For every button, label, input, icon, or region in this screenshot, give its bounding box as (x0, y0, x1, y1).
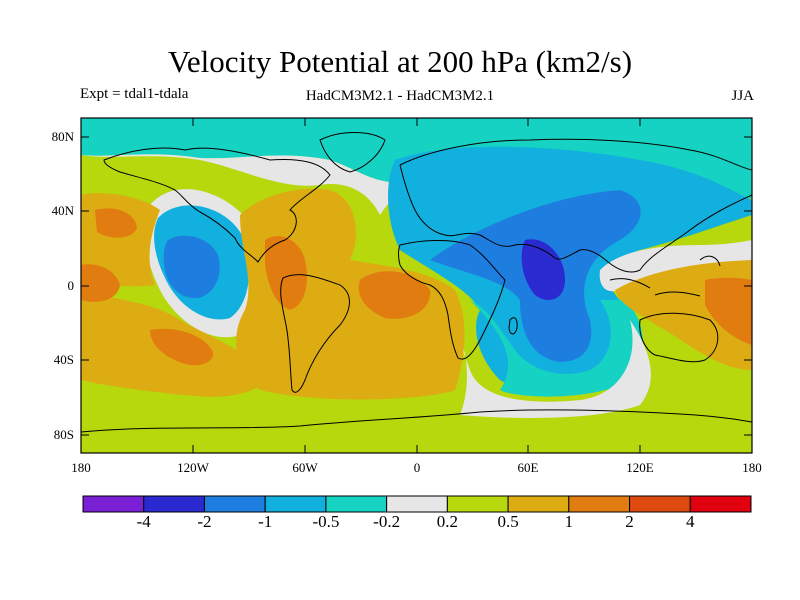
colorbar-tick-label: -4 (136, 512, 151, 531)
lon-label-120e: 120E (626, 460, 654, 475)
colorbar-swatch (689, 495, 752, 513)
colorbar-swatch (264, 495, 327, 513)
field-tatlantic-strong (358, 271, 431, 319)
colorbar-tick-label: -0.2 (373, 512, 401, 531)
colorbar-tick-label: 4 (686, 512, 695, 531)
field-south-green (81, 380, 470, 453)
colorbar (82, 495, 752, 513)
experiment-label: Expt = tdal1-tdala (80, 86, 189, 102)
south-america-coast (280, 274, 350, 393)
antarctica-coast (81, 409, 752, 433)
coastlines (81, 132, 752, 433)
lat-label-80n: 80N (51, 129, 74, 144)
lon-label-180w: 180 (71, 460, 91, 475)
field-camerica-strong (265, 236, 307, 310)
colorbar-swatch (143, 495, 205, 513)
lon-label-60e: 60E (517, 460, 539, 475)
lat-label-40s: 40S (53, 352, 74, 367)
se-asia-islands (609, 255, 721, 297)
field-atlantic-warm (235, 188, 465, 400)
colorbar-swatch (203, 495, 266, 513)
eurasia-coast (399, 138, 752, 273)
north-america-coast (103, 147, 331, 263)
lon-label-180e: 180 (742, 460, 762, 475)
greenland-coast (319, 132, 386, 173)
field-south-teal (470, 300, 643, 397)
colorbar-tick-label: 2 (625, 512, 634, 531)
colorbar-tick-label: 0.2 (436, 512, 458, 531)
colorbar-tick-label: -1 (258, 512, 273, 531)
field-npac-strong (81, 264, 120, 302)
colorbar-swatch (629, 495, 691, 513)
colorbar-tick-label: 1 (564, 512, 574, 531)
field-north-neutral (81, 154, 420, 215)
colorbar-tick-label: 0.5 (497, 512, 519, 531)
lon-label-0: 0 (413, 460, 421, 475)
lat-label-40n: 40N (51, 203, 74, 218)
field-southern-neutral (455, 320, 651, 418)
australia-coast (639, 312, 719, 363)
lon-label-60w: 60W (292, 460, 318, 475)
field-npac-light (95, 208, 137, 238)
axis-ticks (80, 118, 753, 453)
madagascar-coast (508, 317, 518, 335)
velocity-potential-field (81, 118, 752, 453)
colorbar-swatch (325, 495, 388, 513)
colorbar-swatch (507, 495, 570, 513)
map-title: Velocity Potential at 200 hPa (km2/s) (167, 44, 633, 79)
field-pacific-neutral (599, 240, 752, 292)
colorbar-swatch (446, 495, 509, 513)
lat-label-0: 0 (67, 278, 75, 293)
lat-label-80s: 80S (53, 427, 74, 442)
field-southpac-strong (150, 328, 214, 366)
colorbar-swatch (82, 495, 145, 513)
season-label: JJA (731, 88, 754, 104)
field-arabian-darkblue (521, 239, 565, 300)
africa-coast (398, 239, 506, 360)
colorbar-swatch (568, 495, 631, 513)
model-label: HadCM3M2.1 - HadCM3M2.1 (305, 88, 495, 104)
colorbar-tick-label: -0.5 (312, 512, 340, 531)
field-pacific-strong (705, 277, 752, 345)
lon-label-120w: 120W (177, 460, 209, 475)
field-epac-blue (163, 235, 220, 299)
colorbar-swatch (386, 495, 448, 513)
colorbar-tick-label: -2 (197, 512, 212, 531)
